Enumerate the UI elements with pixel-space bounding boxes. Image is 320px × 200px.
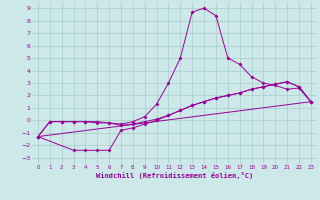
X-axis label: Windchill (Refroidissement éolien,°C): Windchill (Refroidissement éolien,°C)	[96, 172, 253, 179]
